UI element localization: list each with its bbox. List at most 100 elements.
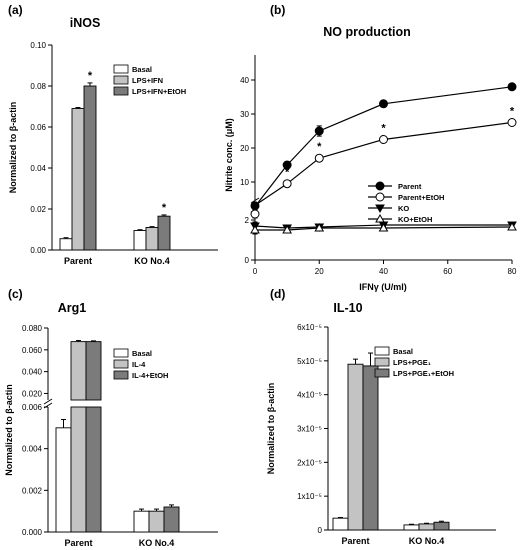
panel-label: (b) xyxy=(270,3,285,17)
chart-title: Arg1 xyxy=(58,301,87,315)
legend-label: Basal xyxy=(132,65,152,74)
series-line xyxy=(319,224,384,228)
legend-swatch xyxy=(374,357,390,367)
y-tick-label: 20 xyxy=(240,144,249,153)
legend-swatch xyxy=(113,86,129,96)
bar xyxy=(145,226,159,251)
axis-break-mark xyxy=(250,197,260,204)
y-tick-label: 0.06 xyxy=(30,123,46,132)
panel-label: (d) xyxy=(270,287,285,301)
y-tick-label: 0.006 xyxy=(22,403,43,412)
data-point xyxy=(378,222,389,232)
x-tick-label: 0 xyxy=(253,267,258,276)
y-axis-label: Normalized to β-actin xyxy=(8,102,18,194)
legend-label: KO xyxy=(398,204,409,213)
series-line xyxy=(287,227,320,231)
bar xyxy=(148,510,165,533)
legend-label: Parent xyxy=(398,182,422,191)
legend-label: KO+EtOH xyxy=(398,215,432,224)
y-tick-label: 0.004 xyxy=(22,445,43,454)
bar xyxy=(163,506,180,533)
legend-label: LPS+IFN+EtOH xyxy=(132,87,186,96)
bar xyxy=(347,363,364,531)
bar xyxy=(85,406,102,533)
data-point xyxy=(282,179,292,189)
bar xyxy=(133,510,150,533)
x-tick-label: 80 xyxy=(508,267,517,276)
bar xyxy=(418,523,435,531)
legend-label: IL-4 xyxy=(132,360,146,369)
panel-label: (c) xyxy=(8,287,23,301)
y-tick-label: 0.020 xyxy=(22,389,43,398)
y-axis-label: Nitrite conc. (μM) xyxy=(224,118,234,192)
series-line xyxy=(256,183,288,205)
y-tick-label: 30 xyxy=(240,110,249,119)
y-tick-label: 5x10⁻⁵ xyxy=(297,357,322,366)
bar xyxy=(157,215,171,251)
series-line xyxy=(383,121,513,141)
legend-swatch xyxy=(113,348,129,358)
data-point xyxy=(314,153,324,163)
y-tick-label: 0.00 xyxy=(30,246,46,255)
series-line xyxy=(319,138,384,159)
y-tick-label: 2 xyxy=(245,216,250,225)
y-tick-label: 3x10⁻⁵ xyxy=(297,425,322,434)
y-tick-label: 6x10⁻⁵ xyxy=(297,323,322,332)
data-point xyxy=(507,221,517,231)
data-point xyxy=(314,222,325,232)
y-axis-label: Normalized to β-actin xyxy=(4,384,14,476)
legend-label: IL-4+EtOH xyxy=(132,371,168,380)
significance-star: * xyxy=(381,123,386,135)
bar xyxy=(83,85,97,251)
y-tick-label: 0.000 xyxy=(22,528,43,537)
significance-star: * xyxy=(162,202,167,214)
x-tick-label: 40 xyxy=(379,267,388,276)
significance-star: * xyxy=(317,141,322,153)
panel-label: (a) xyxy=(8,3,23,17)
significance-star: * xyxy=(285,167,290,179)
legend-marker xyxy=(375,181,385,191)
chart-title: IL-10 xyxy=(333,301,362,315)
x-axis-label: IFNγ (U/ml) xyxy=(359,282,407,292)
series-line xyxy=(383,226,513,229)
legend-swatch xyxy=(113,64,129,74)
bar xyxy=(70,406,87,533)
chart-title: NO production xyxy=(323,25,411,39)
y-tick-label: 0.04 xyxy=(30,164,46,173)
y-tick-label: 10 xyxy=(240,178,249,187)
legend-marker xyxy=(375,213,385,223)
y-tick-label: 0.10 xyxy=(30,41,46,50)
bar xyxy=(133,230,147,251)
x-category-label: Parent xyxy=(341,536,369,546)
bar xyxy=(332,517,349,531)
legend-swatch xyxy=(374,346,390,356)
bar xyxy=(71,108,85,251)
significance-star: * xyxy=(510,106,515,118)
y-tick-label: 4x10⁻⁵ xyxy=(297,391,322,400)
legend-label: Basal xyxy=(393,347,413,356)
series-line xyxy=(256,164,288,205)
bar xyxy=(70,341,87,401)
data-point xyxy=(250,224,260,234)
y-tick-label: 0 xyxy=(245,256,250,265)
data-point xyxy=(379,135,388,144)
significance-star: * xyxy=(88,70,93,82)
legend-label: LPS+PGE₁+EtOH xyxy=(393,369,454,378)
x-tick-label: 20 xyxy=(315,267,324,276)
series-line xyxy=(286,130,320,166)
y-tick-label: 0.040 xyxy=(22,368,43,377)
legend-label: Basal xyxy=(132,349,152,358)
x-category-label: KO No.4 xyxy=(409,536,445,546)
series-line xyxy=(254,225,288,229)
bar xyxy=(362,365,379,531)
axis-break-mark xyxy=(43,398,53,405)
legend-swatch xyxy=(113,359,129,369)
bar xyxy=(403,524,420,531)
y-axis-label: Normalized to β-actin xyxy=(266,383,276,475)
x-category-label: KO No.4 xyxy=(134,256,170,266)
x-category-label: KO No.4 xyxy=(139,538,175,548)
y-tick-label: 0.002 xyxy=(22,486,43,495)
y-tick-label: 2x10⁻⁵ xyxy=(297,458,322,467)
legend-marker xyxy=(375,204,385,214)
